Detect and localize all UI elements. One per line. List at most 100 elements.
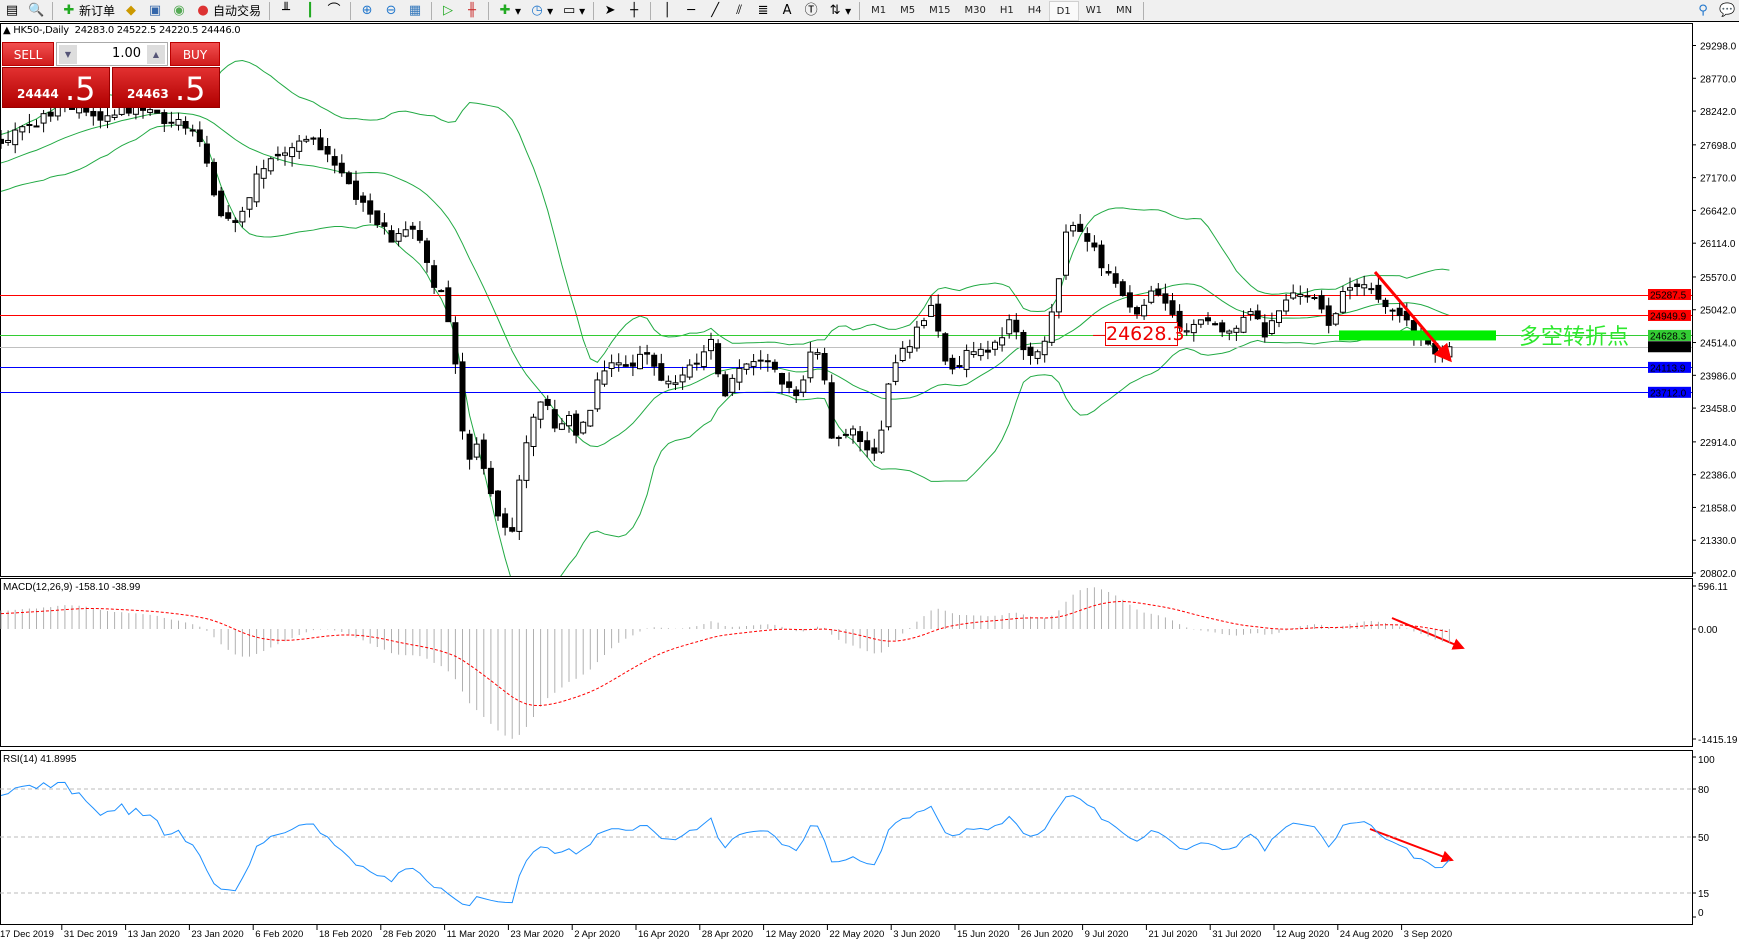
timeframe-m1[interactable]: M1 (871, 4, 887, 16)
text-tool[interactable]: A (775, 1, 799, 21)
zoom-in-button[interactable]: ⊕ (355, 1, 379, 21)
navigator-button[interactable]: 🔍 (24, 1, 48, 21)
candle (828, 382, 835, 439)
pivot-price-label[interactable]: 24628.3 (1105, 322, 1185, 346)
time-axis-label: 2 Apr 2020 (574, 929, 620, 940)
timeframe-h1[interactable]: H1 (999, 4, 1014, 16)
clock-icon: ◷ (531, 2, 543, 18)
increase-lot-icon[interactable]: ▲ (147, 45, 165, 64)
chart-shift-button[interactable]: ╫ (460, 1, 484, 21)
trendline-tool[interactable]: ╱ (703, 1, 727, 21)
price-tag[interactable] (1648, 289, 1691, 301)
auto-scroll-button[interactable]: ▷ (436, 1, 460, 21)
decrease-lot-icon[interactable]: ▼ (59, 45, 77, 64)
candle (1091, 242, 1098, 248)
price-tag[interactable] (1648, 341, 1691, 353)
pivot-annotation-text[interactable]: 多空转折点 (1519, 325, 1630, 350)
price-tick-label: 22386.0 (1700, 471, 1737, 482)
trend-arrow-main[interactable] (1373, 271, 1452, 363)
candlestick-button[interactable]: ┃ (298, 1, 322, 21)
candle (580, 421, 587, 434)
divider (488, 1, 490, 20)
candle (147, 109, 154, 113)
rsi-line (0, 781, 1450, 907)
timeframe-h4[interactable]: H4 (1027, 4, 1042, 16)
price-tag[interactable] (1648, 386, 1691, 398)
candle (1304, 295, 1311, 298)
bar-chart-button[interactable]: ╨ (274, 1, 298, 21)
candle (26, 124, 33, 127)
buy-price-button[interactable]: 24463 .5 (112, 67, 220, 108)
timeframe-m30[interactable]: M30 (964, 4, 986, 16)
horizontal-line-tool[interactable]: ─ (679, 1, 703, 21)
trend-arrow-rsi[interactable] (1369, 828, 1454, 863)
market-watch-button[interactable]: ▤ (0, 1, 24, 21)
channel-tool[interactable]: ⫽ (727, 1, 751, 21)
indicators-button[interactable]: ✚ ▾ (493, 1, 525, 21)
new-order-label: 新订单 (79, 4, 116, 18)
cursor-tool[interactable]: ➤ (598, 1, 622, 21)
timeframe-m5[interactable]: M5 (900, 4, 916, 16)
price-tag[interactable] (1648, 361, 1691, 373)
candle (786, 381, 793, 388)
trend-arrow-macd[interactable] (1391, 617, 1465, 650)
lot-value[interactable]: 1.00 (112, 46, 141, 61)
price-tag[interactable] (1648, 329, 1691, 341)
timeframe-d1[interactable]: D1 (1048, 0, 1079, 21)
arrows-tool[interactable]: ⇅ ▾ (823, 1, 855, 21)
candle (1084, 233, 1091, 242)
zoom-out-icon: ⊖ (385, 2, 397, 18)
candle (1382, 299, 1389, 308)
price-tag-label: 24113.9 (1650, 363, 1686, 374)
candle (466, 433, 473, 460)
zoom-out-button[interactable]: ⊖ (379, 1, 403, 21)
timeframe-mn[interactable]: MN (1115, 4, 1133, 16)
lot-size-input[interactable]: ▼ 1.00 ▲ (56, 42, 168, 66)
signals-button[interactable]: ◉ (167, 1, 191, 21)
metaeditor-button[interactable]: ◆ (119, 1, 143, 21)
new-order-button[interactable]: ✚ 新订单 (57, 1, 119, 21)
sell-price-button[interactable]: 24444 .5 (2, 67, 110, 108)
auto-trading-button[interactable]: ● 自动交易 (191, 1, 265, 21)
candle (708, 338, 714, 352)
template-icon: ▭ (562, 2, 576, 18)
chat-button[interactable]: 💬 (1715, 1, 1739, 21)
candle (331, 156, 338, 166)
price-tick-label: 25570.0 (1700, 273, 1737, 284)
sell-button[interactable]: SELL (2, 42, 54, 66)
candle (232, 220, 239, 223)
candle (161, 112, 168, 124)
time-axis-label: 9 Jul 2020 (1085, 929, 1129, 940)
timeframe-m15[interactable]: M15 (929, 4, 951, 16)
candle (104, 115, 111, 122)
timeframe-w1[interactable]: W1 (1085, 4, 1102, 16)
label-tool[interactable]: Ⓣ (799, 1, 823, 21)
candle (757, 359, 764, 362)
time-axis-label: 28 Apr 2020 (702, 929, 753, 940)
periods-button[interactable]: ◷ ▾ (525, 1, 557, 21)
rsi-header: RSI(14) 41.8995 (3, 754, 77, 765)
candle (189, 129, 196, 132)
terminal-button[interactable]: ▣ (143, 1, 167, 21)
candle (622, 364, 629, 367)
candle (949, 357, 956, 370)
price-tag[interactable] (1648, 309, 1691, 321)
search-button[interactable]: ⚲ (1691, 1, 1715, 21)
main-pane (0, 23, 1693, 577)
line-chart-button[interactable]: ⌒ (322, 1, 346, 21)
candle (693, 362, 700, 365)
vertical-line-tool[interactable]: │ (655, 1, 679, 21)
fibonacci-tool[interactable]: ≣ (751, 1, 775, 21)
candle (97, 111, 104, 121)
book-icon: ◆ (126, 2, 137, 18)
buy-button[interactable]: BUY (170, 42, 220, 66)
line-chart-icon: ⌒ (327, 2, 341, 18)
candle (835, 436, 842, 439)
candle (1190, 323, 1197, 334)
templates-button[interactable]: ▭ ▾ (562, 2, 586, 18)
crosshair-tool[interactable]: ┼ (622, 1, 646, 21)
tile-windows-button[interactable]: ▦ (403, 1, 427, 21)
candle (473, 443, 480, 458)
candle (239, 210, 246, 223)
